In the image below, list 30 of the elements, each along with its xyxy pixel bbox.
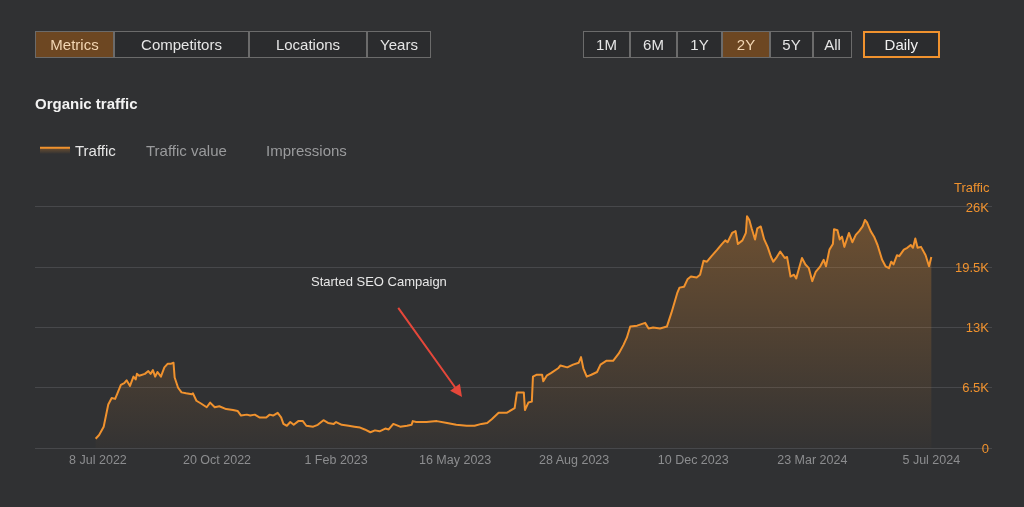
text: Metrics [50, 36, 99, 53]
text: All [824, 36, 841, 53]
x-tick-label: 8 Jul 2022 [69, 453, 127, 467]
y-tick-label: 0 [981, 440, 989, 456]
y-tick-label: 6.5K [962, 380, 990, 396]
text: Years [380, 36, 418, 53]
text: 5Y [782, 36, 801, 53]
y-tick-label: 13K [965, 320, 990, 336]
x-tick-label: 20 Oct 2022 [182, 453, 252, 467]
text: 2Y [736, 36, 756, 53]
x-tick-label: 1 Feb 2023 [304, 453, 368, 467]
text: 6M [643, 36, 664, 53]
x-tick-label: 23 Mar 2024 [777, 453, 848, 467]
x-tick-label: 16 May 2023 [418, 453, 492, 467]
x-tick-label: 28 Aug 2023 [539, 453, 610, 467]
text: 1Y [690, 36, 709, 53]
text: Competitors [141, 36, 222, 53]
text: Impressions [266, 142, 347, 159]
text: Traffic value [146, 142, 227, 159]
y-tick-label: 19.5K [955, 259, 990, 275]
y-axis-title: Traffic [954, 180, 990, 195]
legend-label: Traffic [75, 141, 117, 159]
text: Daily [884, 36, 919, 53]
chart-title: Organic traffic [35, 95, 138, 113]
text: 1M [596, 36, 617, 53]
y-tick-label: 26K [965, 199, 990, 215]
x-tick-label: 5 Jul 2024 [902, 453, 961, 467]
x-tick-label: 10 Dec 2023 [657, 453, 729, 467]
text: Locations [275, 36, 341, 53]
annotation: Started SEO Campaign [311, 274, 447, 289]
